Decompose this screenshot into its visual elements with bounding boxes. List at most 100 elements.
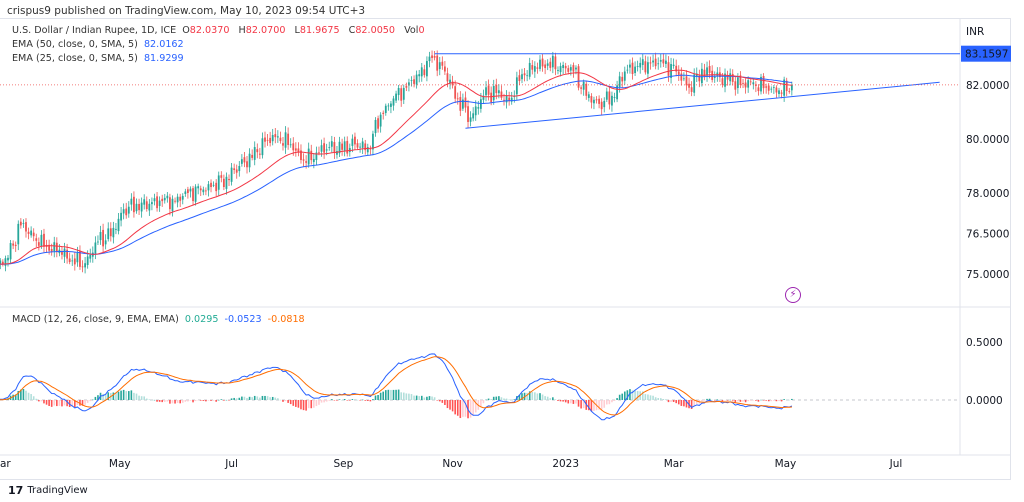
- close-value: 82.0050: [355, 25, 396, 36]
- macd-histogram-bar: [703, 400, 706, 401]
- macd-histogram-bar: [338, 399, 341, 400]
- ema25-label: EMA (25, close, 0, SMA, 5): [12, 53, 138, 64]
- macd-histogram-bar: [778, 400, 780, 402]
- macd-histogram-bar: [503, 398, 505, 400]
- macd-histogram-bar: [672, 400, 675, 402]
- candle-body: [166, 195, 169, 199]
- candle-body: [639, 62, 642, 68]
- lightning-event-icon[interactable]: ⚡: [785, 287, 801, 303]
- macd-histogram-bar: [364, 400, 367, 401]
- macd-histogram-bar: [122, 389, 125, 400]
- candle-body: [379, 114, 382, 127]
- candle-body: [233, 168, 236, 170]
- macd-histogram-bar: [127, 391, 130, 400]
- macd-histogram-bar: [744, 400, 747, 403]
- macd-histogram-bar: [48, 400, 50, 406]
- symbol-name: U.S. Dollar / Indian Rupee, 1D, ICE: [12, 25, 177, 36]
- candle-body: [122, 209, 125, 214]
- macd-histogram-bar: [582, 400, 585, 409]
- candle-body: [721, 78, 724, 85]
- ema25-legend[interactable]: EMA (25, close, 0, SMA, 5) 81.9299: [12, 53, 187, 64]
- macd-histogram-bar: [235, 398, 238, 400]
- macd-histogram-bar: [641, 391, 644, 400]
- candle-body: [685, 76, 688, 86]
- macd-histogram-bar: [169, 400, 171, 404]
- macd-histogram-bar: [634, 390, 636, 400]
- macd-histogram-bar: [17, 390, 20, 400]
- candle-body: [330, 141, 333, 147]
- macd-histogram-bar: [271, 396, 274, 400]
- macd-histogram-bar: [418, 396, 420, 400]
- macd-histogram-bar: [205, 400, 207, 402]
- macd-legend[interactable]: MACD (12, 26, close, 9, EMA, EMA) 0.0295…: [12, 314, 308, 325]
- candle-body: [14, 244, 17, 247]
- macd-histogram-bar: [181, 400, 184, 403]
- candle-body: [451, 81, 454, 86]
- candle-body: [410, 80, 413, 81]
- candle-body: [647, 62, 649, 74]
- candle-body: [364, 143, 367, 151]
- candle-body: [652, 60, 654, 63]
- macd-histogram-bar: [667, 400, 670, 403]
- candle-body: [672, 64, 675, 67]
- macd-histogram-bar: [176, 400, 179, 403]
- macd-histogram-bar: [228, 400, 230, 401]
- macd-histogram-bar: [115, 392, 117, 400]
- tradingview-logo[interactable]: 𝟭𝟳 TradingView: [8, 484, 88, 497]
- candle-body: [711, 70, 714, 80]
- macd-histogram-bar: [161, 400, 163, 403]
- macd-histogram-bar: [310, 400, 313, 409]
- candle-body: [698, 75, 701, 82]
- candle-body: [43, 233, 45, 247]
- candle-body: [464, 97, 467, 108]
- candle-body: [433, 56, 436, 58]
- macd-histogram-bar: [505, 398, 508, 400]
- candle-body: [770, 88, 773, 90]
- candle-body: [271, 135, 274, 142]
- candle-body: [12, 243, 15, 246]
- candle-body: [176, 196, 179, 203]
- macd-histogram-bar: [454, 400, 456, 415]
- macd-histogram-bar: [349, 400, 351, 401]
- candle-body: [667, 62, 670, 76]
- volume-label: Vol: [404, 25, 419, 36]
- macd-histogram-bar: [549, 398, 552, 400]
- candle-body: [302, 159, 305, 161]
- candle-body: [120, 212, 122, 221]
- candle-body: [533, 66, 536, 72]
- macd-histogram-bar: [359, 400, 361, 401]
- candle-body: [626, 69, 629, 71]
- macd-histogram-bar: [590, 400, 593, 412]
- candle-body: [449, 79, 451, 84]
- macd-histogram-bar: [785, 399, 788, 401]
- candle-body: [37, 242, 40, 246]
- candle-body: [197, 186, 200, 189]
- macd-histogram-bar: [415, 395, 418, 400]
- candle-body: [400, 88, 403, 101]
- macd-histogram-bar: [680, 400, 683, 406]
- macd-histogram-bar: [593, 400, 595, 411]
- macd-histogram-bar: [356, 399, 359, 401]
- ema50-legend[interactable]: EMA (50, close, 0, SMA, 5) 82.0162: [12, 39, 187, 50]
- candle-body: [505, 96, 508, 103]
- candle-body: [222, 178, 225, 188]
- macd-histogram-bar: [652, 395, 654, 400]
- candle-body: [312, 158, 315, 163]
- macd-histogram-bar: [575, 400, 577, 404]
- candle-body: [1, 261, 4, 264]
- candle-body: [215, 182, 218, 192]
- macd-line: [0, 353, 793, 421]
- macd-histogram-bar: [731, 400, 734, 401]
- candle-body: [456, 98, 459, 100]
- macd-histogram-bar: [490, 399, 492, 400]
- candle-body: [500, 91, 503, 98]
- candle-body: [238, 166, 241, 172]
- macd-histogram-bar: [675, 400, 677, 404]
- macd-histogram-bar: [659, 398, 662, 400]
- candle-body: [413, 79, 415, 84]
- candle-body: [22, 223, 25, 224]
- publisher-caption: crispus9 published on TradingView.com, M…: [7, 5, 366, 17]
- candle-body: [287, 133, 290, 145]
- time-tick-label: Sep: [333, 458, 353, 470]
